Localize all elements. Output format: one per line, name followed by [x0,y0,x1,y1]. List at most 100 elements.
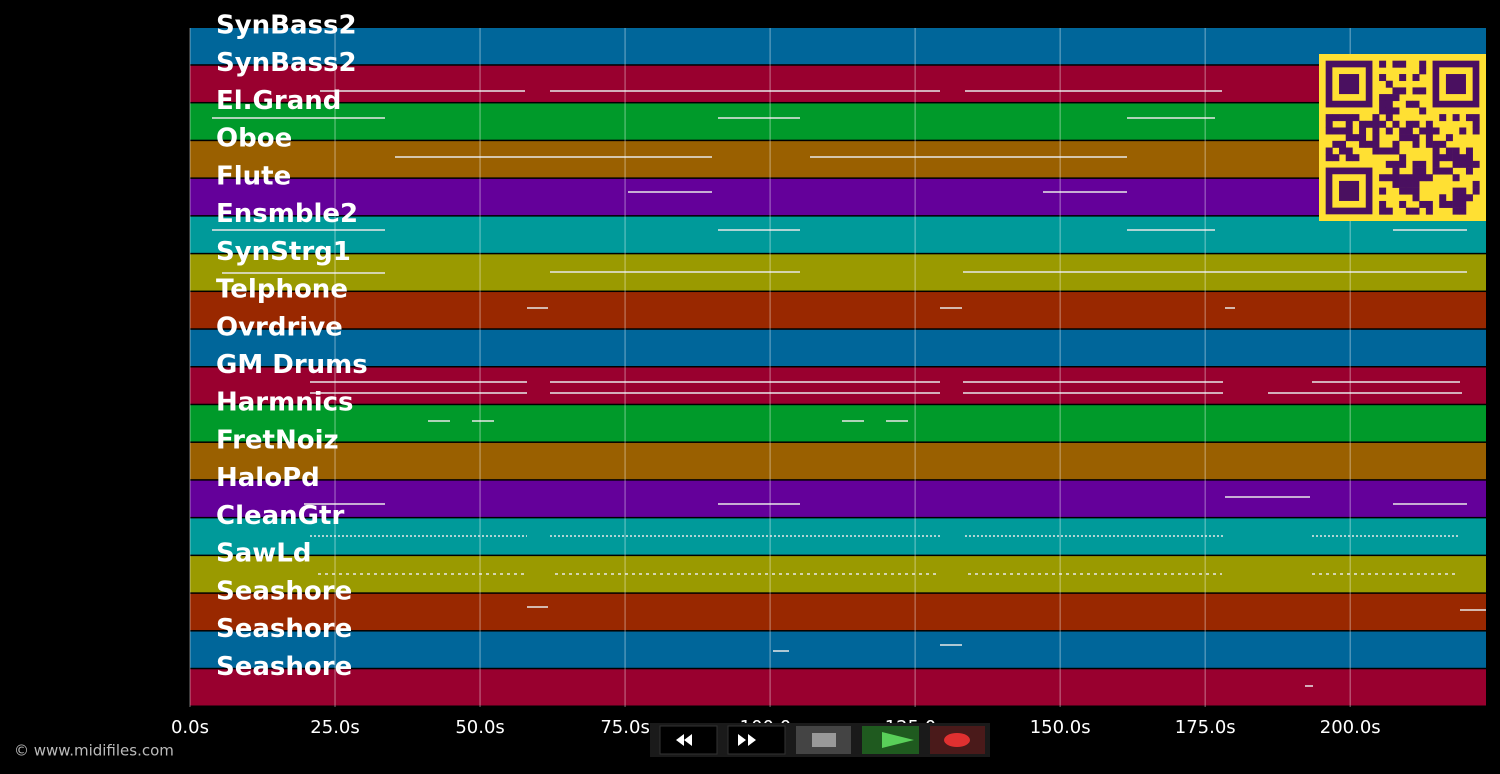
qr-cell [1452,200,1460,208]
track-labels: SynBass2 SynBass2 El.Grand Oboe Flute Ensmble… [216,11,368,682]
qr-cell [1412,167,1420,175]
qr-cell [1472,114,1480,122]
qr-cell [1432,140,1440,148]
qr-cell [1379,187,1387,195]
qr-cell [1425,174,1433,182]
track-name: SynBass2 [216,48,357,78]
qr-finder-core [1339,180,1360,201]
x-tick-label: 200.0s [1320,717,1381,738]
qr-cell [1345,114,1353,122]
track-name: Flute [216,161,291,191]
track-name: Telphone [216,275,348,305]
track-row [190,65,1486,102]
qr-cell [1459,154,1467,162]
track-name: Ovrdrive [216,312,343,342]
qr-cell [1379,100,1387,108]
qr-cell [1459,160,1467,168]
qr-cell [1425,140,1433,148]
x-tick-label: 50.0s [455,717,504,738]
qr-cell [1379,147,1387,155]
qr-cell [1412,174,1420,182]
qr-cell [1405,180,1413,188]
qr-cell [1465,194,1473,202]
qr-cell [1412,120,1420,128]
ffwd-icon [738,734,756,746]
track-row [190,367,1486,404]
track-name: CleanGtr [216,501,344,531]
qr-cell [1365,120,1373,128]
qr-cell [1405,174,1413,182]
qr-cell [1345,147,1353,155]
qr-cell [1372,120,1380,128]
track-name: Seashore [216,576,352,606]
track-name: SynBass2 [216,11,357,41]
track-row [190,178,1486,216]
qr-cell [1365,140,1373,148]
qr-cell [1459,194,1467,202]
qr-cell [1379,207,1387,215]
qr-cell [1392,94,1400,102]
qr-cell [1399,87,1407,95]
qr-cell [1379,107,1387,115]
track-row [190,292,1486,329]
qr-cell [1432,154,1440,162]
record-icon [944,733,970,747]
qr-cell [1425,134,1433,142]
qr-cell [1385,127,1393,135]
play-button[interactable] [862,726,919,754]
qr-cell [1399,60,1407,68]
qr-cell [1392,140,1400,148]
qr-cell [1419,160,1427,168]
fast-forward-button[interactable] [727,725,786,755]
qr-finder-core [1339,74,1360,95]
qr-cell [1385,107,1393,115]
track-name: Seashore [216,652,352,682]
track-row [190,631,1486,668]
qr-cell [1405,207,1413,215]
qr-cell [1445,134,1453,142]
track-name: SynStrg1 [216,237,351,267]
qr-cell [1419,200,1427,208]
stop-button[interactable] [796,726,851,754]
qr-cell [1399,200,1407,208]
qr-cell [1465,160,1473,168]
notes [212,90,1486,687]
x-tick-label: 0.0s [171,717,209,738]
qr-cell [1472,127,1480,135]
qr-cell [1472,187,1480,195]
qr-cell [1452,174,1460,182]
record-button[interactable] [930,726,985,754]
qr-cell [1392,180,1400,188]
qr-cell [1385,147,1393,155]
track-name: Seashore [216,614,352,644]
qr-cell [1385,100,1393,108]
qr-cell [1385,94,1393,102]
qr-cell [1445,147,1453,155]
qr-cell [1325,120,1333,128]
qr-cell [1345,154,1353,162]
qr-cell [1325,114,1333,122]
qr-cell [1405,187,1413,195]
qr-cell [1425,200,1433,208]
qr-cell [1379,60,1387,68]
track-name: Oboe [216,124,292,154]
qr-cell [1432,160,1440,168]
qr-cell [1399,187,1407,195]
track-name: Ensmble2 [216,199,358,229]
qr-cell [1445,167,1453,175]
qr-cell [1412,100,1420,108]
qr-cell [1425,120,1433,128]
qr-cell [1439,114,1447,122]
track-row [190,669,1486,706]
qr-cell [1359,134,1367,142]
qr-cell [1459,187,1467,195]
qr-cell [1419,174,1427,182]
qr-cell [1332,114,1340,122]
track-name: GM Drums [216,350,368,380]
qr-cell [1459,127,1467,135]
qr-cell [1392,174,1400,182]
rewind-button[interactable] [659,725,718,755]
qr-cell [1372,127,1380,135]
qr-cell [1465,114,1473,122]
qr-cell [1405,127,1413,135]
